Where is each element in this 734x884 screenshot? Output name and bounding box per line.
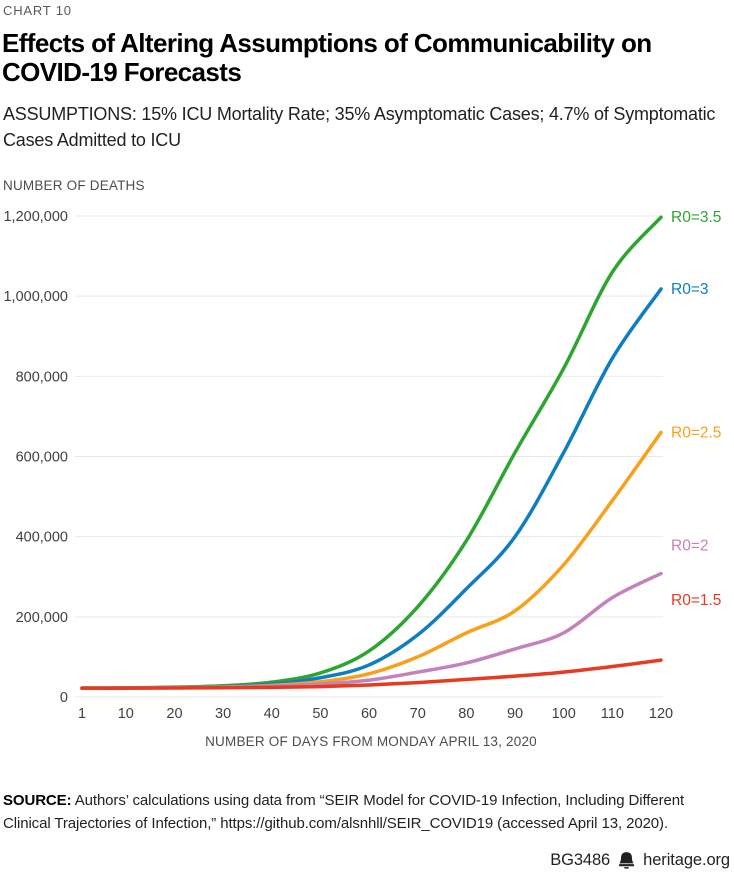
series-label-r0-2: R0=2 xyxy=(671,538,709,555)
line-chart: NUMBER OF DAYS FROM MONDAY APRIL 13, 202… xyxy=(0,195,734,765)
y-tick-label: 400,000 xyxy=(16,530,68,546)
y-tick-label: 1,200,000 xyxy=(3,209,68,225)
y-tick-label: 800,000 xyxy=(16,369,68,385)
x-axis-title: NUMBER OF DAYS FROM MONDAY APRIL 13, 202… xyxy=(205,734,537,749)
y-tick-label: 600,000 xyxy=(16,450,68,466)
y-tick-label: 200,000 xyxy=(16,610,68,626)
source-label: SOURCE: xyxy=(3,792,72,809)
x-tick-label: 110 xyxy=(601,706,624,722)
document-id: BG3486 xyxy=(550,851,611,869)
chart-number-eyebrow: CHART 10 xyxy=(3,3,72,18)
x-tick-label: 20 xyxy=(166,706,182,722)
x-tick-label: 100 xyxy=(552,706,576,722)
series-label-r0-2.5: R0=2.5 xyxy=(671,424,721,441)
x-tick-label: 1 xyxy=(78,706,86,722)
x-tick-label: 40 xyxy=(264,706,280,722)
source-note: SOURCE: Authors’ calculations using data… xyxy=(3,789,715,835)
site-name: heritage.org xyxy=(643,851,730,869)
source-text: Authors’ calculations using data from “S… xyxy=(3,792,685,832)
x-tick-label: 70 xyxy=(410,706,426,722)
y-axis-title: NUMBER OF DEATHS xyxy=(3,178,145,193)
series-label-r0-1.5: R0=1.5 xyxy=(671,592,721,609)
liberty-bell-icon xyxy=(619,852,635,869)
footer: BG3486 heritage.org xyxy=(550,851,730,870)
y-tick-label: 1,000,000 xyxy=(3,289,68,305)
page-title: Effects of Altering Assumptions of Commu… xyxy=(2,28,652,87)
series-line-r0-1.5 xyxy=(80,658,663,690)
series-line-r0-3.5 xyxy=(80,215,663,690)
y-tick-label: 0 xyxy=(60,690,68,706)
x-tick-label: 90 xyxy=(507,706,523,722)
chart-canvas: NUMBER OF DAYS FROM MONDAY APRIL 13, 202… xyxy=(3,209,721,749)
x-tick-label: 60 xyxy=(361,706,377,722)
series-label-r0-3.5: R0=3.5 xyxy=(671,209,721,226)
assumptions-subtitle: ASSUMPTIONS: 15% ICU Mortality Rate; 35%… xyxy=(3,104,716,150)
x-tick-label: 30 xyxy=(215,706,231,722)
x-tick-label: 120 xyxy=(649,706,673,722)
x-tick-label: 80 xyxy=(458,706,474,722)
series-label-r0-3: R0=3 xyxy=(671,281,709,298)
x-tick-label: 50 xyxy=(312,706,328,722)
x-tick-label: 10 xyxy=(118,706,134,722)
